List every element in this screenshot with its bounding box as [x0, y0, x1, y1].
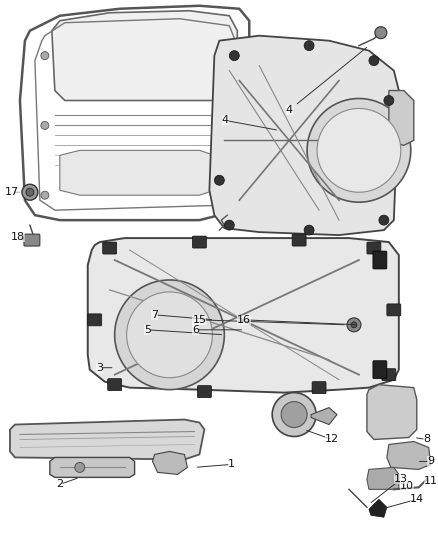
- FancyBboxPatch shape: [102, 242, 117, 254]
- Circle shape: [384, 95, 394, 106]
- FancyBboxPatch shape: [88, 314, 102, 326]
- Circle shape: [230, 51, 239, 61]
- Polygon shape: [367, 467, 399, 489]
- Circle shape: [281, 401, 307, 427]
- Circle shape: [26, 188, 34, 196]
- Circle shape: [379, 215, 389, 225]
- Text: 4: 4: [222, 116, 229, 125]
- Text: 5: 5: [144, 325, 151, 335]
- Polygon shape: [367, 385, 417, 440]
- Text: 7: 7: [151, 310, 158, 320]
- FancyBboxPatch shape: [382, 369, 396, 381]
- Text: 3: 3: [96, 362, 103, 373]
- Circle shape: [220, 191, 228, 199]
- Circle shape: [304, 225, 314, 235]
- Circle shape: [307, 99, 411, 202]
- Circle shape: [75, 463, 85, 472]
- Circle shape: [22, 184, 38, 200]
- FancyBboxPatch shape: [192, 236, 206, 248]
- Text: 4: 4: [286, 106, 293, 116]
- Text: 17: 17: [5, 187, 19, 197]
- Circle shape: [351, 322, 357, 328]
- Circle shape: [272, 393, 316, 437]
- FancyBboxPatch shape: [373, 251, 387, 269]
- Polygon shape: [88, 238, 399, 393]
- Polygon shape: [387, 441, 431, 470]
- Circle shape: [41, 52, 49, 60]
- FancyBboxPatch shape: [373, 361, 387, 378]
- Circle shape: [115, 280, 224, 390]
- FancyBboxPatch shape: [108, 378, 122, 391]
- FancyBboxPatch shape: [198, 386, 212, 398]
- FancyBboxPatch shape: [292, 234, 306, 246]
- Circle shape: [220, 122, 228, 130]
- Circle shape: [41, 122, 49, 130]
- Text: 9: 9: [427, 456, 434, 466]
- Circle shape: [224, 220, 234, 230]
- Text: 6: 6: [192, 325, 199, 335]
- Polygon shape: [369, 499, 387, 517]
- Polygon shape: [50, 457, 134, 478]
- Text: 10: 10: [400, 481, 414, 491]
- Circle shape: [41, 191, 49, 199]
- Text: 16: 16: [237, 315, 251, 325]
- Text: 1: 1: [228, 459, 235, 470]
- Polygon shape: [389, 91, 414, 146]
- Circle shape: [214, 175, 224, 185]
- Circle shape: [347, 318, 361, 332]
- FancyBboxPatch shape: [312, 382, 326, 394]
- Text: 2: 2: [56, 479, 64, 489]
- Polygon shape: [311, 408, 337, 425]
- Circle shape: [375, 27, 387, 39]
- Text: 12: 12: [325, 434, 339, 445]
- Polygon shape: [209, 36, 399, 235]
- Polygon shape: [60, 150, 214, 195]
- Circle shape: [220, 52, 228, 60]
- Polygon shape: [10, 419, 205, 459]
- FancyBboxPatch shape: [387, 304, 401, 316]
- Text: 11: 11: [424, 477, 438, 487]
- Circle shape: [127, 292, 212, 378]
- Text: 13: 13: [394, 474, 408, 484]
- Polygon shape: [152, 451, 187, 474]
- FancyBboxPatch shape: [367, 242, 381, 254]
- Text: 8: 8: [423, 434, 430, 445]
- Text: 18: 18: [11, 232, 25, 242]
- Circle shape: [369, 55, 379, 66]
- FancyBboxPatch shape: [24, 234, 40, 246]
- Text: 15: 15: [192, 315, 206, 325]
- Circle shape: [304, 41, 314, 51]
- Circle shape: [317, 108, 401, 192]
- Polygon shape: [52, 11, 237, 101]
- Text: 14: 14: [410, 494, 424, 504]
